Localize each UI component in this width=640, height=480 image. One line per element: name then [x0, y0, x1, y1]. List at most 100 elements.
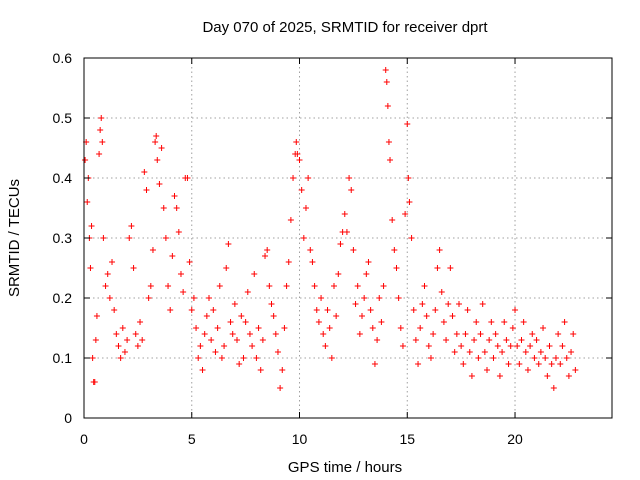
data-point	[484, 367, 491, 373]
data-point	[302, 205, 309, 211]
data-point	[184, 175, 191, 181]
data-point	[481, 349, 488, 355]
data-point	[253, 355, 260, 361]
data-point	[385, 139, 392, 145]
data-point	[423, 313, 430, 319]
data-point	[139, 337, 146, 343]
data-point	[490, 355, 497, 361]
data-point	[210, 307, 217, 313]
data-point	[544, 373, 551, 379]
data-point	[283, 283, 290, 289]
data-point	[350, 247, 357, 253]
data-point	[445, 301, 452, 307]
data-point	[397, 325, 404, 331]
data-point	[415, 361, 422, 367]
data-point	[180, 289, 187, 295]
data-point	[354, 283, 361, 289]
data-point	[363, 271, 370, 277]
data-point	[165, 283, 172, 289]
data-point	[305, 175, 312, 181]
data-point	[542, 355, 549, 361]
data-point	[92, 337, 99, 343]
data-point	[93, 313, 100, 319]
data-point	[402, 211, 409, 217]
data-point	[96, 151, 103, 157]
data-point	[563, 355, 570, 361]
chart-title: Day 070 of 2025, SRMTID for receiver dpr…	[202, 19, 488, 36]
data-point	[557, 361, 564, 367]
data-point	[408, 235, 415, 241]
data-point	[348, 187, 355, 193]
data-point	[473, 319, 480, 325]
data-point	[522, 349, 529, 355]
x-tick-label: 10	[292, 431, 308, 447]
data-point	[153, 133, 160, 139]
data-point	[436, 247, 443, 253]
data-point	[293, 139, 300, 145]
data-point	[287, 217, 294, 223]
data-point	[115, 343, 122, 349]
y-tick-label: 0.1	[53, 350, 73, 366]
data-point	[130, 265, 137, 271]
data-point	[371, 361, 378, 367]
x-axis-label: GPS time / hours	[288, 459, 402, 476]
data-point	[380, 283, 387, 289]
data-point	[143, 187, 150, 193]
y-tick-label: 0.4	[53, 170, 73, 186]
x-tick-label: 0	[80, 431, 88, 447]
data-point	[514, 343, 521, 349]
data-point	[548, 361, 555, 367]
data-point	[361, 295, 368, 301]
data-point	[550, 385, 557, 391]
data-point	[503, 337, 510, 343]
data-point	[296, 157, 303, 163]
data-point	[552, 355, 559, 361]
y-tick-label: 0.3	[53, 230, 73, 246]
data-point	[462, 331, 469, 337]
data-point	[201, 331, 208, 337]
data-point	[412, 337, 419, 343]
data-point	[294, 151, 301, 157]
data-point	[162, 235, 169, 241]
data-point	[88, 223, 95, 229]
data-point	[531, 355, 538, 361]
data-point	[535, 361, 542, 367]
data-point	[343, 229, 350, 235]
data-point	[214, 325, 221, 331]
data-point	[255, 325, 262, 331]
data-point	[104, 271, 111, 277]
data-point	[175, 229, 182, 235]
data-point	[383, 79, 390, 85]
data-point	[227, 319, 234, 325]
data-point	[158, 145, 165, 151]
data-point	[369, 325, 376, 331]
data-point	[568, 349, 575, 355]
data-point	[555, 331, 562, 337]
data-point	[501, 319, 508, 325]
data-point	[257, 367, 264, 373]
data-point	[399, 343, 406, 349]
data-point	[309, 259, 316, 265]
data-point	[395, 295, 402, 301]
data-point	[533, 337, 540, 343]
data-point	[279, 367, 286, 373]
data-point	[277, 385, 284, 391]
data-point	[356, 331, 363, 337]
data-point	[520, 319, 527, 325]
data-point	[496, 373, 503, 379]
data-point	[149, 247, 156, 253]
y-tick-label: 0	[64, 410, 72, 426]
data-point	[82, 157, 89, 163]
data-point	[451, 349, 458, 355]
data-point	[128, 223, 135, 229]
data-point	[524, 367, 531, 373]
data-point	[572, 367, 579, 373]
data-point	[475, 355, 482, 361]
data-point	[134, 343, 141, 349]
data-point	[359, 313, 366, 319]
data-point	[205, 295, 212, 301]
data-point	[290, 175, 297, 181]
data-point	[443, 337, 450, 343]
data-point	[84, 199, 91, 205]
data-point	[272, 331, 279, 337]
